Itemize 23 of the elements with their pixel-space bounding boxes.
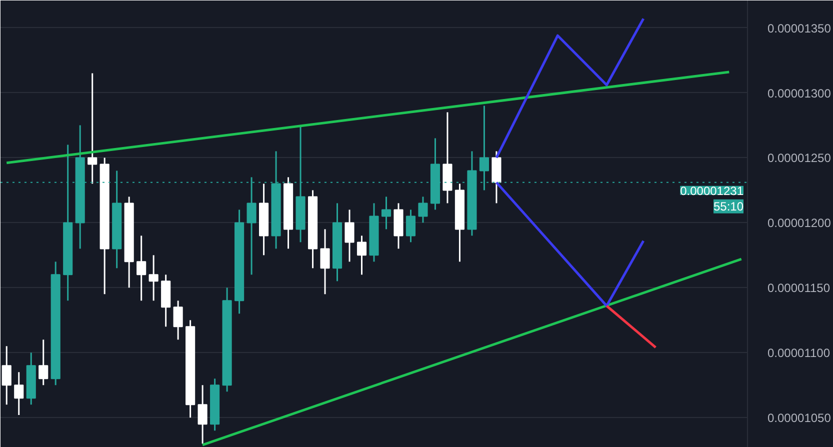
candlestick xyxy=(344,208,354,262)
candlestick xyxy=(406,208,416,243)
candlestick xyxy=(418,196,428,224)
candlestick xyxy=(198,384,208,444)
candlestick xyxy=(88,72,98,184)
annotation: 55:10 xyxy=(713,199,744,214)
candlestick xyxy=(320,228,330,295)
candlestick xyxy=(14,371,24,416)
candlestick xyxy=(136,234,146,302)
candlestick xyxy=(38,338,48,386)
y-tick-label: 0.00001100 xyxy=(768,346,830,360)
y-tick-label: 0.00001300 xyxy=(768,86,832,100)
y-tick-label: 0.00001350 xyxy=(768,21,832,36)
candlestick xyxy=(381,196,392,230)
candlestick xyxy=(2,345,12,406)
y-tick-label: 0.00001050 xyxy=(768,411,832,426)
y-tick-label: 0.00001250 xyxy=(768,151,832,166)
candlestick xyxy=(173,300,183,340)
candlestick xyxy=(148,254,158,302)
y-tick-label: 0.00001150 xyxy=(768,281,830,296)
candlestick xyxy=(356,234,367,276)
ref-line-label: 0.00001231 xyxy=(680,184,744,198)
y-tick-label: 0.00001200 xyxy=(768,216,832,230)
